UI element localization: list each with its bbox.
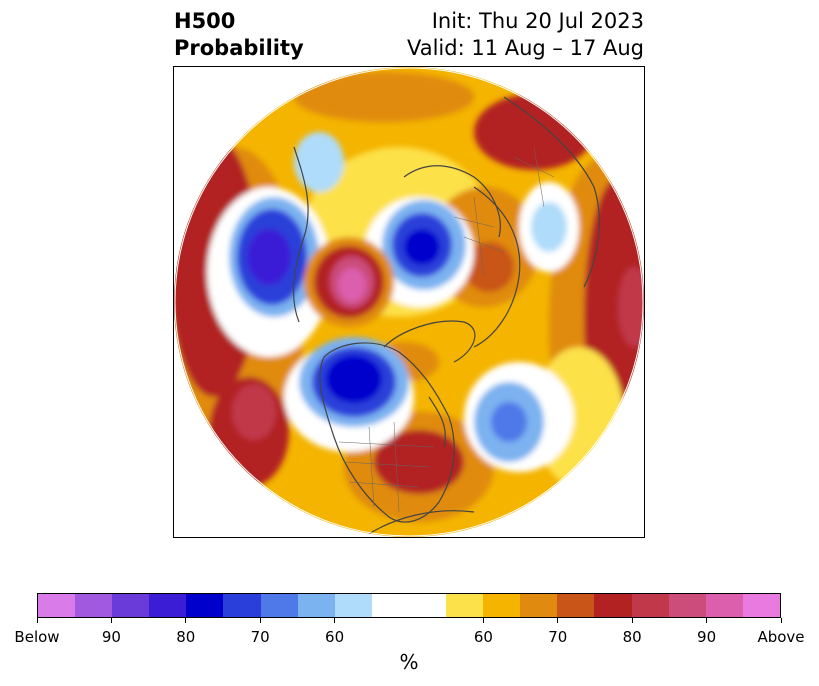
colorbar-cell <box>408 594 447 617</box>
colorbar-cell <box>260 594 298 617</box>
colorbar-tick-label: 60 <box>473 628 493 646</box>
colorbar-tick-label: Below <box>14 628 60 646</box>
colorbar-cell <box>297 594 335 617</box>
colorbar-cell <box>742 594 780 617</box>
colorbar-tick-mark <box>706 618 708 623</box>
colorbar-cell <box>149 594 187 617</box>
colorbar-cell <box>223 594 261 617</box>
colorbar-tick-label: 70 <box>548 628 568 646</box>
init-date: Init: Thu 20 Jul 2023 <box>431 9 644 33</box>
colorbar-cell <box>594 594 632 617</box>
colorbar-cell <box>75 594 113 617</box>
coastlines <box>292 96 600 537</box>
colorbar-tick-mark <box>110 618 112 623</box>
colorbar-tick-mark <box>780 618 782 623</box>
colorbar-cell <box>483 594 521 617</box>
colorbar-tick-mark <box>185 618 187 623</box>
forecast-dates: Init: Thu 20 Jul 2023 Valid: 11 Aug – 17… <box>407 8 644 62</box>
colorbar-tick-label: 70 <box>250 628 270 646</box>
colorbar-tick-mark <box>482 618 484 623</box>
colorbar-cell <box>112 594 150 617</box>
colorbar-tick-label: 60 <box>325 628 345 646</box>
colorbar-tick-label: 90 <box>697 628 717 646</box>
probability-map <box>173 66 645 538</box>
colorbar-units: % <box>399 650 419 674</box>
colorbar-cell <box>371 594 409 617</box>
colorbar-cell <box>705 594 743 617</box>
colorbar-tick-mark <box>259 618 261 623</box>
colorbar-tick-mark <box>36 618 38 623</box>
colorbar-cell <box>186 594 224 617</box>
colorbar <box>37 593 781 618</box>
colorbar-tick-mark <box>334 618 336 623</box>
colorbar-tick-label: 80 <box>622 628 642 646</box>
colorbar-cell <box>668 594 706 617</box>
polar-map-svg <box>174 67 644 537</box>
colorbar-tick-label: Above <box>757 628 805 646</box>
colorbar-cell <box>557 594 595 617</box>
borders <box>338 146 555 513</box>
valid-range: Valid: 11 Aug – 17 Aug <box>406 36 644 60</box>
map-title: H500 Probability <box>174 9 304 60</box>
colorbar-cell <box>631 594 669 617</box>
colorbar-cell <box>334 594 372 617</box>
probability-field <box>174 67 644 537</box>
colorbar-cell <box>520 594 558 617</box>
colorbar-tick-label: 80 <box>176 628 196 646</box>
colorbar-cell <box>446 594 484 617</box>
colorbar-tick-mark <box>631 618 633 623</box>
colorbar-tick-label: 90 <box>101 628 121 646</box>
colorbar-cell <box>38 594 76 617</box>
colorbar-tick-mark <box>557 618 559 623</box>
